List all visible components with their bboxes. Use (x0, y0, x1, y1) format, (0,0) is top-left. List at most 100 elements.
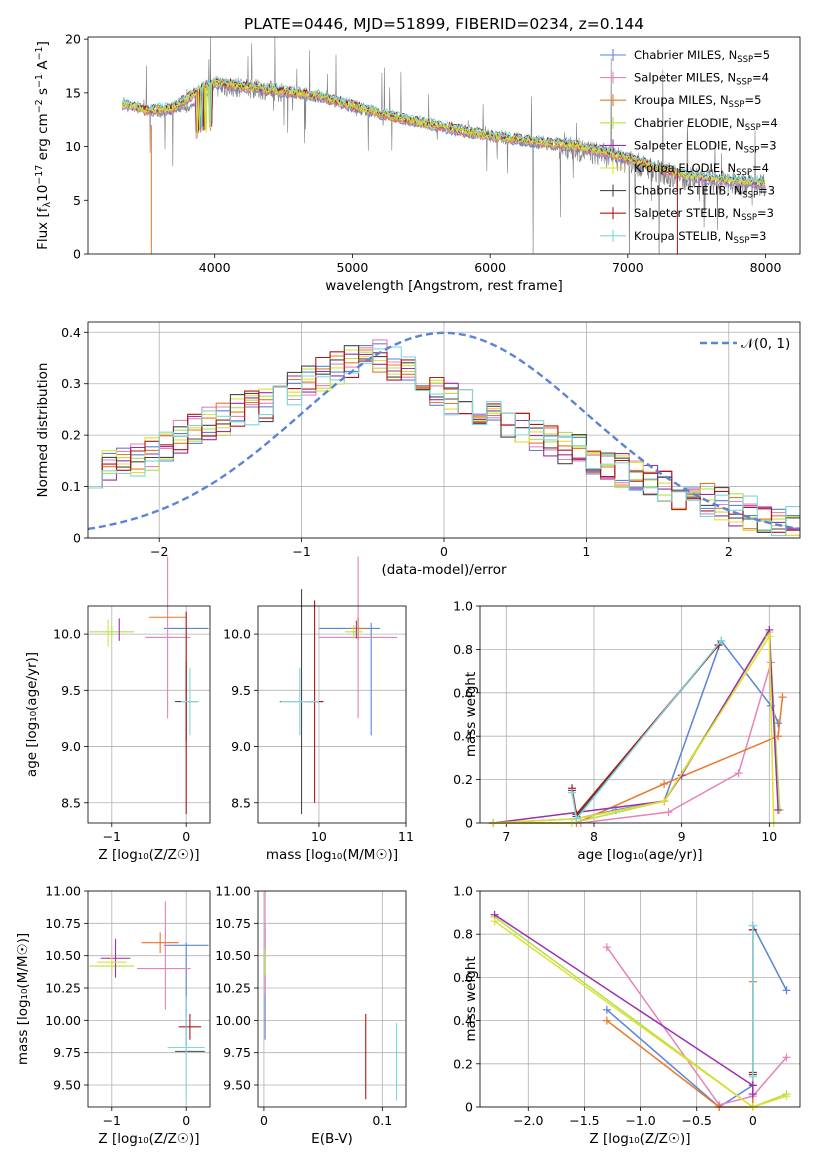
axes-frame (257, 890, 407, 1108)
panel-1: 4000 5000 6000 7000 8000 0 5 10 15 20 wavelength [… (34, 32, 801, 294)
axes-frame (479, 890, 801, 1108)
y-axis-label: mass weight (463, 672, 479, 757)
y-axis-label-part: 10 (35, 185, 51, 202)
x-tick-label: −1 (103, 1113, 121, 1128)
legend-subscript: SSP (736, 78, 752, 88)
y-tick-label: 0.6 (453, 970, 473, 985)
legend-label: 𝒩(0, 1) (741, 336, 790, 352)
legend-subscript: SSP (741, 213, 757, 223)
gaussian-curve (88, 331, 800, 531)
x-tick-label: −1 (103, 829, 121, 844)
legend-model-name: Kroupa STELIB, N (634, 229, 734, 243)
y-tick-label: 0.2 (61, 428, 81, 443)
y-axis-label-part: −1 (34, 46, 45, 60)
x-tick-label: 0 (440, 544, 448, 559)
legend-label: Chabrier MILES, NSSP=5 (634, 48, 770, 65)
x-tick-label: 0 (260, 1113, 268, 1128)
y-axis-label: Normed distribution (35, 363, 51, 498)
x-axis-label: E(B-V) (311, 1131, 353, 1147)
y-tick-label: 0.6 (453, 685, 473, 700)
histogram-plot (88, 331, 800, 536)
y-axis-label-part: ] (35, 41, 51, 46)
y-tick-label: 10.75 (45, 916, 81, 931)
x-tick-label: −1.5 (569, 1113, 599, 1128)
x-axis-label: age [log₁₀(age/yr)] (577, 847, 702, 863)
x-tick-label: 10 (311, 829, 327, 844)
y-tick-label: 0.4 (61, 325, 81, 340)
panel-2: −2 −1 0 1 2 0 0.1 0.2 0.3 0.4 (data-model)/error No… (35, 321, 801, 578)
y-tick-label: 10.00 (215, 1013, 251, 1028)
y-tick-label: 9.0 (61, 739, 81, 754)
y-axis-label-part: s (35, 88, 51, 99)
y-axis-label-part: λ (42, 202, 53, 208)
figure-title: PLATE=0446, MJD=51899, FIBERID=0234, z=0… (244, 15, 644, 33)
x-axis-label: Z [log₁₀(Z/Z☉)] (98, 1131, 199, 1147)
x-tick-label: 8000 (750, 260, 782, 275)
legend-model-name: Kroupa MILES, N (634, 93, 729, 107)
legend-label: Salpeter ELODIE, NSSP=3 (634, 138, 777, 155)
legend-model-name: Salpeter ELODIE, N (634, 138, 744, 152)
y-axis-label-part: −17 (34, 165, 45, 185)
legend-label: Salpeter STELIB, NSSP=3 (634, 206, 774, 223)
y-axis-label-part: erg cm (35, 113, 51, 164)
residual-histogram (88, 346, 800, 536)
panel-4: 10 11 8.5 9.0 9.5 10.0 mass [log₁₀(M/M☉)] (223, 556, 414, 863)
y-tick-label: 0.8 (453, 642, 473, 657)
y-tick-label: 0.2 (453, 1056, 473, 1071)
legend-model-name: Kroupa ELODIE, N (634, 161, 736, 175)
y-tick-label: 10.0 (223, 627, 251, 642)
y-tick-label: 10.25 (215, 981, 251, 996)
y-axis-label: mass weight (463, 956, 479, 1041)
model-spectrum (121, 75, 765, 184)
y-tick-label: 1.0 (453, 599, 473, 614)
mass-weight-line (606, 981, 754, 1108)
axes-frame (87, 890, 211, 1108)
legend-model-name: Chabrier ELODIE, N (634, 116, 745, 130)
y-tick-label: 9.0 (231, 739, 251, 754)
y-tick-label: 20 (65, 32, 81, 47)
legend-label: Salpeter MILES, NSSP=4 (634, 71, 769, 88)
y-tick-label: 0.8 (453, 927, 473, 942)
x-tick-label: 6000 (474, 260, 506, 275)
legend-subscript: SSP (745, 123, 761, 133)
panel-6: −1 0 9.50 9.75 10.00 10.25 10.50 10.75 11.00 Z [l… (15, 884, 211, 1147)
y-axis-label-part: −2 (34, 99, 45, 113)
legend-nssp: =3 (757, 206, 774, 220)
y-tick-label: 0 (465, 1100, 473, 1115)
y-tick-label: 10.00 (45, 1013, 81, 1028)
y-axis-label: age [log₁₀(age/yr)] (24, 652, 40, 777)
x-tick-label: −1 (292, 544, 310, 559)
panel-5: 7 8 9 10 0 0.2 0.4 0.6 0.8 1.0 age [log₁₀(age/yr)]… (453, 599, 801, 863)
y-axis-label: Flux [fλ10−17 erg cm−2 s−1 A−1] (34, 41, 53, 250)
legend-model-name: Salpeter MILES, N (634, 71, 736, 85)
y-tick-label: 0 (465, 816, 473, 831)
y-axis-label-part: Flux [f (35, 206, 51, 250)
y-tick-label: 10.25 (45, 981, 81, 996)
x-tick-label: 5000 (337, 260, 369, 275)
y-tick-label: 1.0 (453, 884, 473, 899)
y-axis-label-part: −1 (34, 74, 45, 88)
y-tick-label: 0.1 (61, 479, 81, 494)
y-tick-label: 0.4 (453, 1013, 473, 1028)
x-tick-label: 0.1 (372, 1113, 392, 1128)
x-tick-label: 0 (182, 829, 190, 844)
y-tick-label: 11.00 (215, 884, 251, 899)
y-tick-label: 9.75 (223, 1045, 251, 1060)
axes-frame (479, 605, 801, 824)
axes-frame (87, 321, 801, 539)
y-tick-label: 0 (73, 247, 81, 262)
legend-model-name: Salpeter STELIB, N (634, 206, 741, 220)
legend-nssp: =4 (752, 161, 769, 175)
x-tick-label: 10 (761, 829, 777, 844)
mass-weight-line (494, 914, 754, 1094)
y-tick-label: 10.50 (215, 948, 251, 963)
legend-subscript: SSP (737, 55, 753, 65)
legend-model-name: Chabrier STELIB, N (634, 184, 742, 198)
y-tick-label: 9.5 (61, 683, 81, 698)
legend-label: Chabrier ELODIE, NSSP=4 (634, 116, 778, 133)
y-tick-label: 0.4 (453, 729, 473, 744)
x-tick-label: 4000 (199, 260, 231, 275)
y-tick-label: 0.3 (61, 376, 81, 391)
legend-subscript: SSP (742, 191, 758, 201)
